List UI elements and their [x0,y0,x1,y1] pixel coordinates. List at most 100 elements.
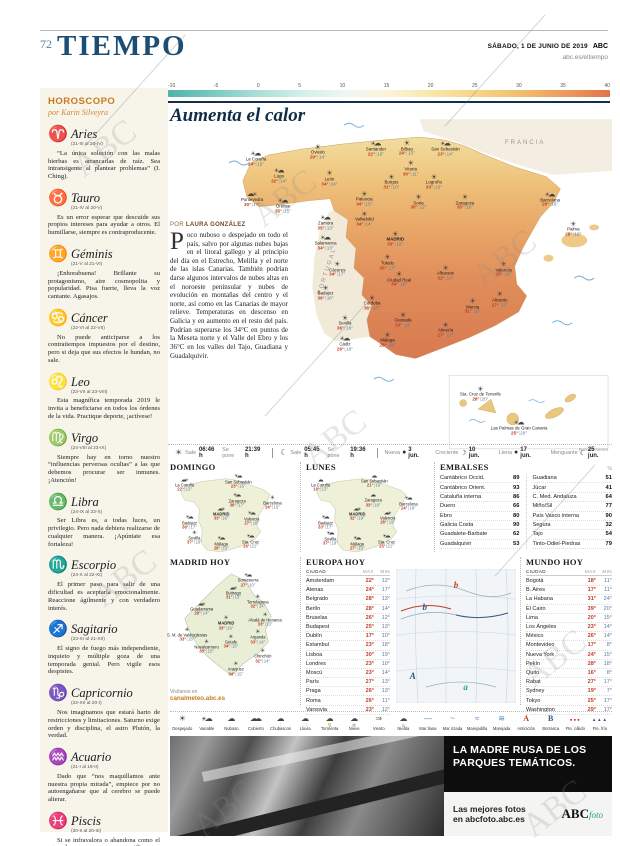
legend-item: Anticiclón [514,714,539,731]
reservoir-row: Cantábrico Orient. 93 [440,483,520,493]
max-temp: 20° [587,614,596,621]
table-row: Lima 20° 15° [526,614,612,623]
reservoir-row: Tajo 54 [532,530,612,540]
table-header: CIUDAD MAX MIN [526,569,612,576]
legend-weather-icon [588,714,613,725]
madrid-footer-pre: Visítanos en [170,689,198,695]
zodiac-name: Cáncer [71,310,108,325]
city-marker: Murcia 31°16° [465,298,481,315]
reservoir-value: 54 [605,531,612,538]
city-name: Santander [365,146,387,152]
horoscope-entry: ♑ Capricornio (22-XII al 20-I) Nos imagi… [48,685,160,740]
city-marker: Sta. Cruz de Tenerife 28°20° [460,385,501,402]
max-temp: 26° [365,688,374,695]
scale-tick: 25 [471,83,478,89]
city-name: Atenas [306,587,324,594]
zodiac-name: Géminis [71,246,113,261]
legend-label: Fte. cálido [565,726,585,731]
city-name: La Habana [526,596,553,603]
max-temp: 34° [318,245,327,250]
legend-label: Chubascos [270,726,291,731]
phase-name: Nueva [384,449,401,456]
min-temp: 15° [284,208,292,214]
max-temp: 23° [587,624,596,631]
min-temp: 12° [381,578,390,585]
table-row: Nueva York 24° 15° [526,651,612,660]
horoscope-entry: ♏ Escorpio (24-X al 22-XI) El primer pas… [48,557,160,612]
min-temp: 18° [603,660,612,667]
zodiac-name: Sagitario [71,622,118,637]
min-temp: 16° [473,308,481,314]
zodiac-icon: ♏ [48,557,68,575]
legend-weather-icon [195,714,220,725]
max-temp: 32° [438,275,447,280]
horoscope-sidebar: HOROSCOPO por Karin Silveyra ♈ Aries (21… [40,88,168,846]
mundo-title: MUNDO HOY [526,557,584,567]
city-marker: La Coruña 24°15° [246,150,267,167]
table-row: México 26° 14° [526,632,612,642]
reservoir-name: Cantábrico Occid. [440,475,485,482]
abcfoto-link[interactable]: en abcfoto.abc.es [453,814,525,825]
max-temp: 35° [275,208,284,213]
phase-date: 17 jun. [520,446,531,459]
table-row: La Habana 31° 24° [526,595,612,605]
min-temp: 13° [326,245,334,251]
legend-item: Niebla [391,714,416,731]
city-name: París [306,679,319,686]
scale-tick: 30 [516,83,522,89]
reservoir-value: 32 [605,522,612,529]
min-temp: 10° [392,184,400,190]
zodiac-dates: (21-IV al 20-V) [71,205,103,211]
city-name: Estambul [306,642,329,649]
mundo-table: Bogotá 18° 11° B. Aires 17° 11° La Haban… [526,577,612,715]
legend-weather-icon [170,714,195,725]
min-temp: 17° [603,679,612,686]
table-row: Budapest 25° 13° [306,623,390,633]
advertisement[interactable]: LA MADRE RUSA DE LOS PARQUES TEMÁTICOS. … [170,736,612,836]
city-name: Belgrado [306,596,329,603]
city-name: México [526,633,544,640]
horoscope-entry: ♒ Acuario (21-I al 19-II) Dado que “nos … [48,749,160,804]
zodiac-name: Capricornio [71,686,133,701]
legend-weather-icon [367,714,392,725]
site-url[interactable]: abc.es/eltiempo [562,54,608,61]
city-name: Málaga [380,337,395,343]
zodiac-icon: ♋ [48,309,68,327]
city-marker: Alicante 27°17° [492,291,508,308]
sun-icon [175,448,182,457]
reservoir-name: Guadalquivir [440,540,472,547]
zodiac-dates: (22-VI al 22-VII) [71,325,105,331]
table-header: CIUDAD MAX MIN [306,569,390,576]
max-temp: 30° [365,651,374,658]
city-name: Albacete [437,270,455,276]
domingo-map: La Coruña 22°13° San Sebastián 23°16° Za… [170,474,292,554]
horoscope-list: ♈ Aries (21-III al 20-IV) “La única solu… [48,126,160,846]
min-temp: 10° [381,633,390,640]
max-temp: 28° [365,596,374,603]
city-marker: Lugo 32°14° [271,166,287,183]
reservoir-value: 80 [513,512,520,519]
table-row: Estambul 23° 18° [306,641,390,651]
min-temp: 13° [435,184,443,190]
min-temp: 13° [381,596,390,603]
moon-phase-icon [460,449,466,457]
city-name: Budapest [306,624,330,631]
city-marker: San Sebastián 21°16° [361,474,388,489]
phase-date: 3 jun. [408,446,419,459]
min-temp: 19° [574,231,582,237]
min-temp: 17° [253,201,261,207]
min-temp: 16° [396,241,404,247]
zodiac-name: Tauro [71,190,100,205]
city-name: Quito [526,669,540,676]
city-marker: Chinchón 32°14° [254,649,271,664]
city-name: Lisboa [306,651,323,658]
city-marker: Palencia 34°10° [356,190,373,207]
min-temp: 14° [603,633,612,640]
min-temp: 20° [603,605,612,612]
canalmeteo-link[interactable]: canalmeteo.abc.es [170,695,226,702]
table-row: Quito 16° 8° [526,669,612,679]
europa-section: EUROPA HOY CIUDAD MAX MIN Amsterdam 22° … [306,557,517,715]
city-name: Pekín [526,660,541,667]
city-name: Córdoba [363,300,381,306]
